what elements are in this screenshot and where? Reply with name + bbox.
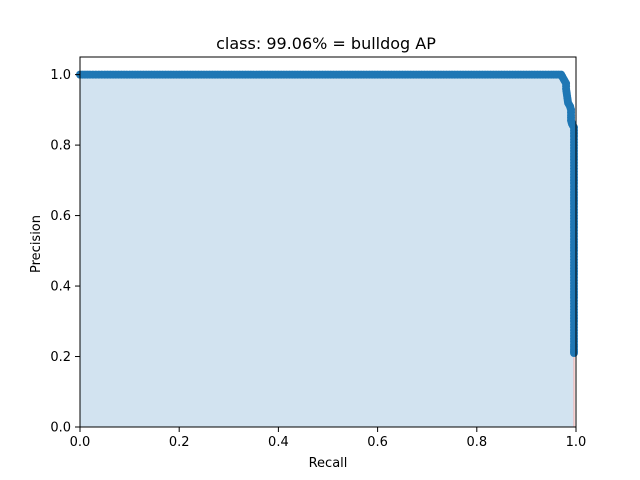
y-axis-label: Precision (29, 215, 44, 273)
x-tick-label: 0.8 (466, 435, 487, 450)
x-axis-label: Recall (309, 456, 348, 471)
y-tick-label: 0.0 (50, 421, 71, 436)
x-tick-label: 1.0 (566, 435, 587, 450)
y-tick-label: 0.8 (50, 139, 71, 154)
x-tick-label: 0.0 (70, 435, 91, 450)
y-tick-label: 0.4 (50, 280, 71, 295)
pr-data-point (570, 349, 579, 357)
x-tick-label: 0.4 (268, 435, 289, 450)
chart-title: class: 99.06% = bulldog AP (216, 34, 436, 53)
y-tick-label: 0.6 (50, 209, 71, 224)
axes-frame (79, 56, 577, 428)
area-fill (80, 74, 575, 427)
x-tick-label: 0.2 (169, 435, 190, 450)
x-tick-label: 0.6 (367, 435, 388, 450)
y-tick-label: 1.0 (50, 68, 71, 83)
plot-area: 0.0 0.2 0.4 0.6 0.8 1.0 0.0 0.2 0.4 0.6 0.8 1.0 (50, 56, 587, 450)
y-tick-label: 0.2 (50, 350, 71, 365)
